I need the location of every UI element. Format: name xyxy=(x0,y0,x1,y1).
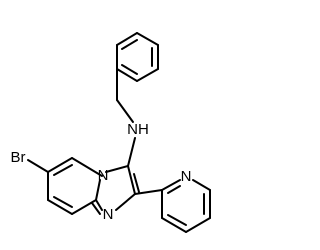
bonds xyxy=(27,32,211,233)
atom-label: N xyxy=(98,167,109,184)
structure: NH Br N N N xyxy=(11,32,211,233)
atom-label: N xyxy=(103,206,114,223)
page: NH Br N N N (() => { const data = JSON.p… xyxy=(10,32,211,233)
atom-label: Br xyxy=(11,149,26,166)
atom-label: N xyxy=(181,168,192,185)
atom-label: NH xyxy=(127,121,149,138)
